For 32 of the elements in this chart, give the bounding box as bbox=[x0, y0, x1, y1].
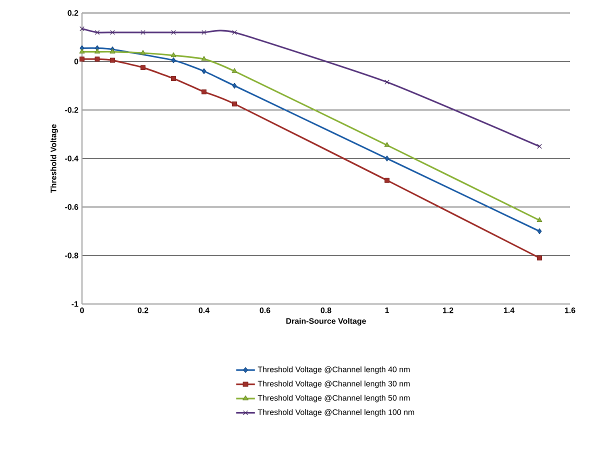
point bbox=[537, 255, 542, 260]
point bbox=[110, 30, 115, 35]
point bbox=[536, 217, 542, 222]
point bbox=[232, 82, 237, 89]
point bbox=[94, 56, 100, 62]
point bbox=[140, 50, 146, 55]
point bbox=[80, 56, 84, 62]
point bbox=[201, 56, 207, 61]
point bbox=[232, 30, 237, 35]
point bbox=[94, 48, 100, 54]
point bbox=[232, 68, 238, 73]
point bbox=[171, 76, 176, 81]
point bbox=[384, 80, 390, 85]
point bbox=[170, 52, 176, 58]
point bbox=[110, 48, 116, 54]
point bbox=[140, 65, 146, 70]
point bbox=[202, 68, 206, 74]
point bbox=[537, 144, 542, 149]
point bbox=[171, 57, 176, 64]
point bbox=[202, 89, 206, 94]
point bbox=[110, 58, 115, 63]
point bbox=[140, 30, 146, 35]
point bbox=[537, 228, 542, 234]
point bbox=[384, 156, 390, 162]
point bbox=[384, 142, 390, 147]
point bbox=[384, 178, 390, 183]
line-series bbox=[81, 28, 542, 149]
point bbox=[232, 101, 237, 106]
point bbox=[79, 48, 85, 54]
point bbox=[202, 30, 206, 35]
point bbox=[94, 30, 100, 35]
point bbox=[171, 30, 176, 35]
